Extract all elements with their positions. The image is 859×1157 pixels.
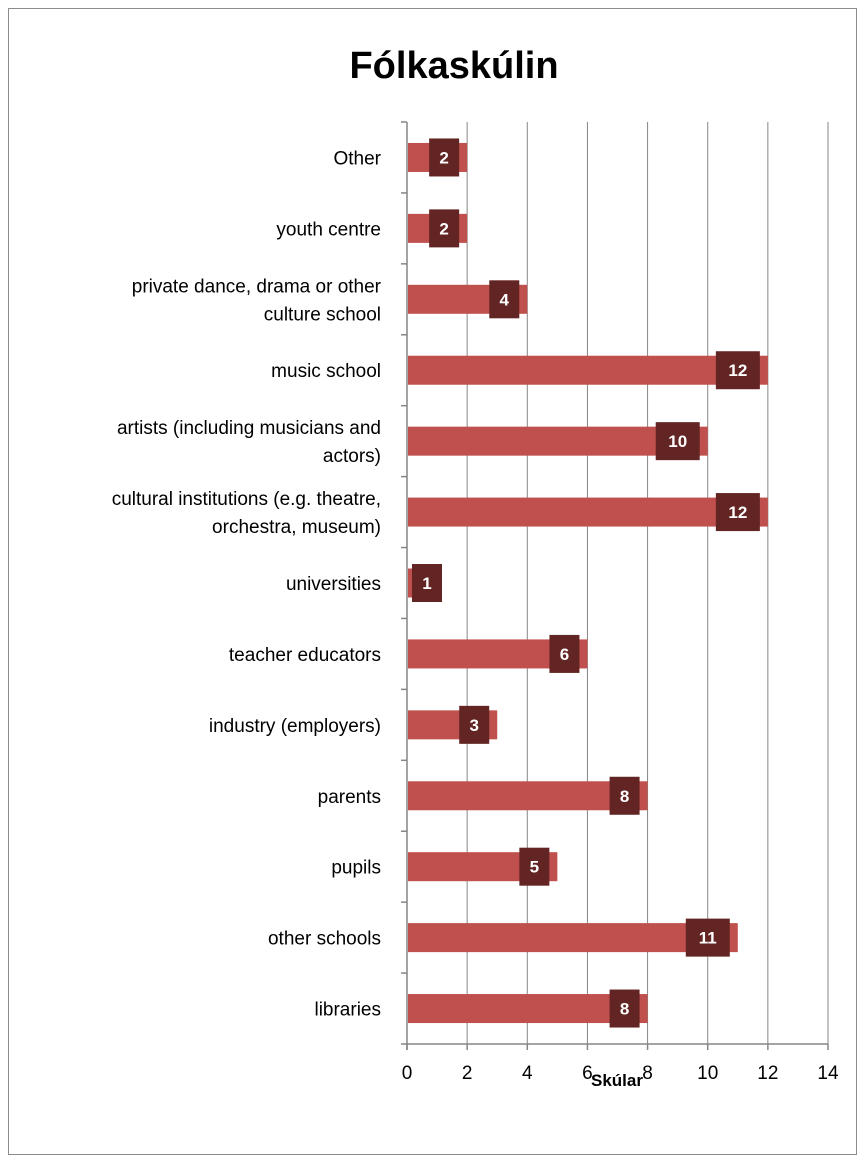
x-tick-labels: 0 2 4 6 8 10 12 14 [402,1063,839,1084]
category-labels: Other youth centre private dance, drama or… [112,148,382,1020]
data-label: 10 [668,432,687,451]
x-axis-label: Skúlar [591,1071,643,1090]
data-label: 3 [469,716,478,735]
category-label: private dance, drama or other [132,276,382,297]
data-label-box [489,280,520,319]
data-label-box [519,847,550,886]
category-label: pupils [331,858,381,879]
data-label: 1 [422,574,431,593]
x-tick-label: 2 [462,1063,473,1084]
data-label-box [609,776,640,815]
data-label-box [429,209,460,248]
data-label-box [429,138,460,177]
x-tick-label: 12 [757,1063,778,1084]
x-tick-label: 0 [402,1063,413,1084]
category-label: cultural institutions (e.g. theatre, [112,489,381,510]
data-label-box [715,351,760,390]
axes [401,121,829,1050]
category-label: culture school [264,304,381,325]
bar [408,781,648,811]
data-label: 2 [439,148,448,167]
data-label: 8 [620,1000,629,1019]
category-label: orchestra, museum) [212,517,381,538]
data-label-box [655,422,700,461]
category-label: libraries [314,1000,381,1021]
bar [408,497,768,527]
bars: 2 2 4 12 10 12 1 6 3 8 5 11 8 [408,138,768,1028]
category-label: Other [333,148,381,169]
data-label: 12 [728,503,747,522]
chart-title: Fólkaskúlin [349,45,558,87]
bar [408,994,648,1024]
data-label: 2 [439,219,448,238]
bar [408,355,768,385]
bar [408,923,738,953]
category-label: universities [286,574,381,595]
category-label: other schools [268,929,381,950]
x-tick-label: 10 [697,1063,718,1084]
data-label-box [412,564,442,602]
category-label: music school [271,361,381,382]
x-tick-label: 14 [817,1063,839,1084]
data-label: 6 [560,645,569,664]
data-label: 11 [699,929,717,948]
data-label: 12 [728,361,747,380]
x-tick-label: 8 [642,1063,653,1084]
category-label: teacher educators [229,645,381,666]
category-label: parents [318,787,381,808]
data-label-box [715,493,760,532]
category-label: artists (including musicians and [117,418,381,439]
data-label-box [609,989,640,1028]
category-label: actors) [323,446,381,467]
data-label-box [459,705,490,744]
gridlines [466,122,829,1044]
data-label: 5 [530,858,539,877]
data-label-box [549,634,580,673]
category-label: youth centre [276,219,381,240]
category-label: industry (employers) [209,716,381,737]
data-label-box [685,918,730,957]
x-tick-label: 4 [522,1063,533,1084]
data-label: 4 [500,290,510,309]
x-tick-label: 6 [582,1063,593,1084]
data-label: 8 [620,787,629,806]
